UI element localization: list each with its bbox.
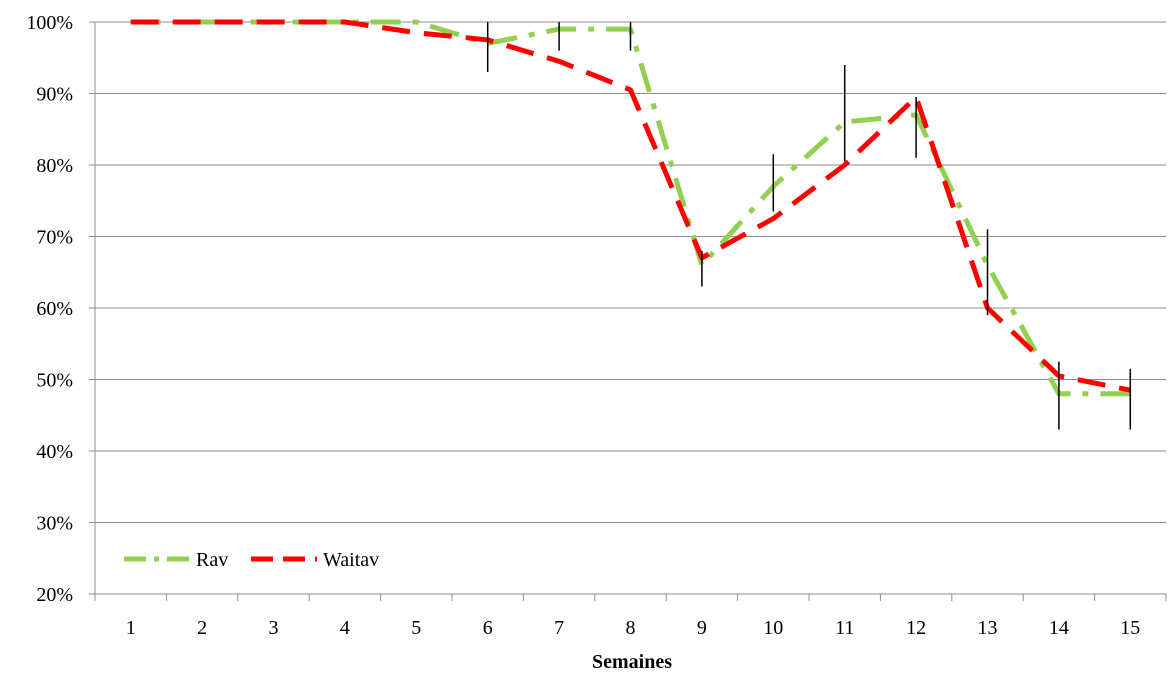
x-tick-label: 12: [906, 617, 926, 639]
x-tick-label: 1: [126, 617, 136, 639]
y-tick-labels: 20% 30% 40% 50% 60% 70% 80% 90% 100%: [26, 12, 73, 606]
legend: Rav Waitav: [124, 549, 379, 571]
x-axis-title: Semaines: [592, 651, 672, 673]
x-tick-label: 10: [763, 617, 783, 639]
x-tick-label: 13: [978, 617, 998, 639]
x-tick-label: 6: [483, 617, 493, 639]
x-tick-label: 3: [269, 617, 279, 639]
y-tick-label: 40%: [36, 441, 73, 463]
x-tick-label: 15: [1120, 617, 1140, 639]
x-tick-label: 2: [197, 617, 207, 639]
y-tick-label: 30%: [36, 513, 73, 535]
legend-label: Rav: [196, 549, 228, 571]
x-tick-label: 4: [340, 617, 350, 639]
x-tick-label: 9: [697, 617, 707, 639]
y-tick-label: 20%: [36, 584, 73, 606]
y-tick-label: 90%: [36, 84, 73, 106]
series-line-waitav: [130, 19, 1131, 393]
x-tick-label: 11: [835, 617, 854, 639]
y-tick-label: 50%: [36, 370, 73, 392]
y-tick-label: 80%: [36, 155, 73, 177]
x-tick-label: 8: [626, 617, 636, 639]
x-tick-label: 14: [1049, 617, 1069, 639]
error-bars: [486, 22, 1132, 430]
x-tick-label: 7: [554, 617, 564, 639]
axes: [89, 21, 1167, 601]
y-tick-label: 100%: [26, 12, 73, 34]
y-tick-label: 70%: [36, 227, 73, 249]
x-tick-labels: 1 2 3 4 5 6 7 8 9 10 11 12 13 14 15: [126, 617, 1141, 639]
gridlines: [95, 21, 1166, 523]
x-tick-label: 5: [411, 617, 421, 639]
y-tick-label: 60%: [36, 298, 73, 320]
legend-label: Waitav: [323, 549, 379, 571]
